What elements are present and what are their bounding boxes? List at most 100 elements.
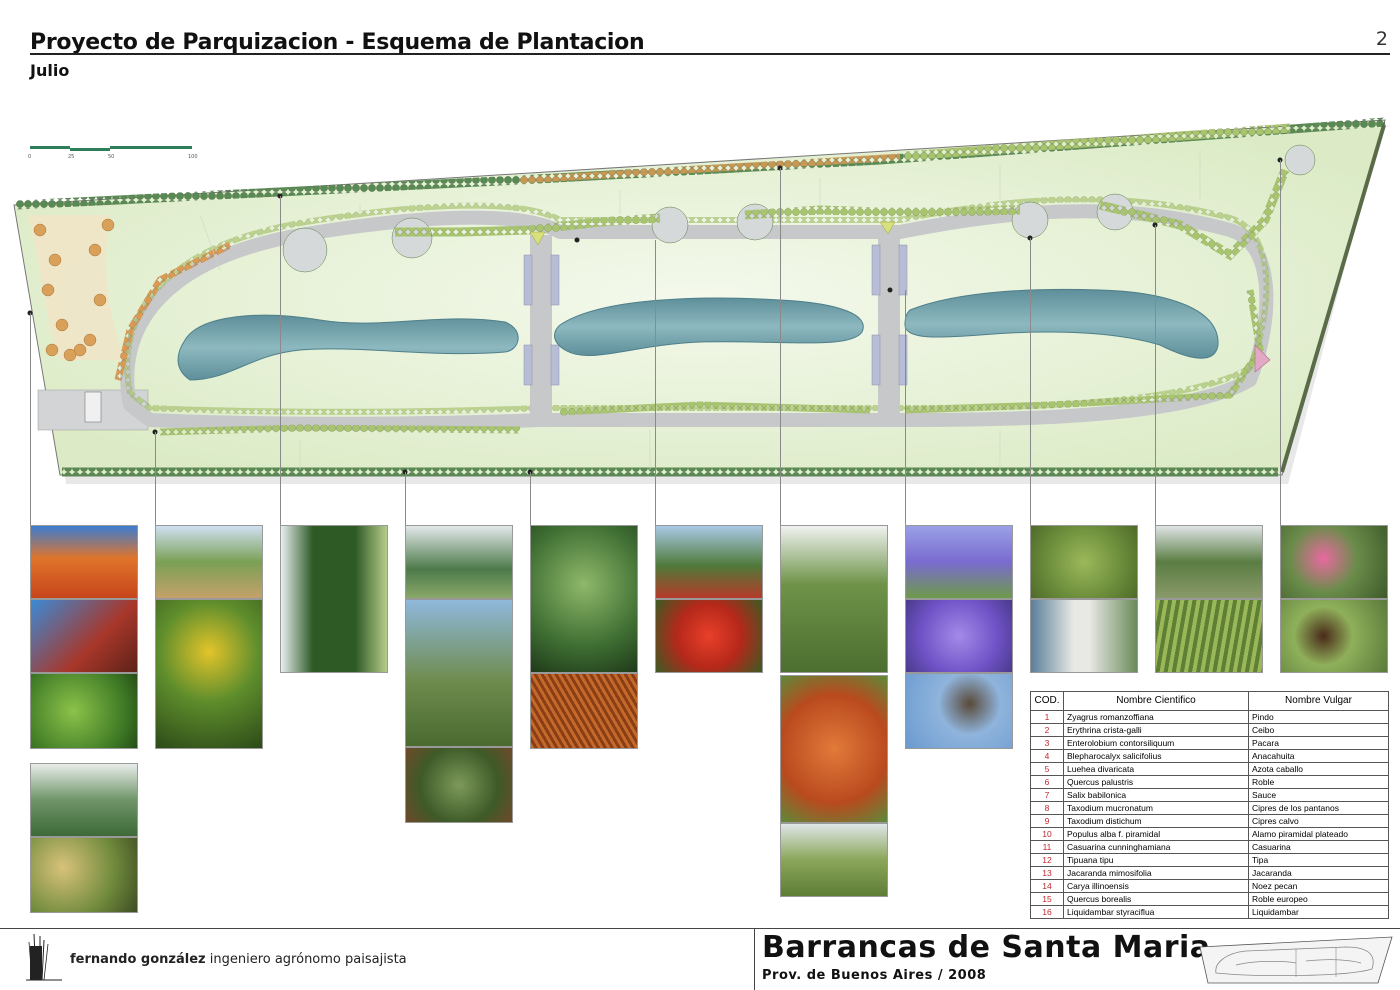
scientific-cell: Taxodium distichum	[1063, 814, 1249, 828]
common-cell: Cipres calvo	[1248, 814, 1389, 828]
scientific-cell: Casuarina cunninghamiana	[1063, 840, 1249, 854]
photo-pecan-trunk	[1030, 599, 1138, 673]
scientific-cell: Erythrina crista-galli	[1063, 723, 1249, 737]
leader-line	[155, 432, 156, 525]
title-rule	[30, 53, 1390, 55]
table-row: 7 Salix babilonica Sauce	[1030, 788, 1389, 802]
table-row: 11 Casuarina cunninghamiana Casuarina	[1030, 840, 1389, 854]
leader-line	[780, 168, 781, 525]
footer-rule	[0, 928, 1400, 929]
photo-yellow-flowers	[155, 599, 263, 749]
common-cell: Roble	[1248, 775, 1389, 789]
photo-bald-cypress-row	[780, 823, 888, 897]
common-cell: Cipres de los pantanos	[1248, 801, 1389, 815]
project-location: Prov. de Buenos Aires / 2008	[762, 968, 987, 983]
table-row: 2 Erythrina crista-galli Ceibo	[1030, 723, 1389, 737]
table-row: 12 Tipuana tipu Tipa	[1030, 853, 1389, 867]
common-cell: Tipa	[1248, 853, 1389, 867]
leader-line	[905, 290, 906, 525]
table-row: 16 Liquidambar styraciflua Liquidambar	[1030, 905, 1389, 919]
photo-casuarina-row	[405, 525, 513, 599]
leader-line	[1030, 238, 1031, 525]
code-cell: 11	[1030, 840, 1064, 854]
table-row: 10 Populus alba f. piramidal Alamo piramid…	[1030, 827, 1389, 841]
table-row: 15 Quercus borealis Roble europeo	[1030, 892, 1389, 906]
leader-line	[280, 196, 281, 525]
key-map-thumbnail	[1199, 936, 1393, 984]
photo-ceibo-tree	[655, 525, 763, 599]
common-cell: Pacara	[1248, 736, 1389, 750]
photo-ceibo-flowers	[655, 599, 763, 673]
col-header-code: COD.	[1030, 691, 1064, 711]
photo-pecan-tree	[1030, 525, 1138, 599]
table-row: 8 Taxodium mucronatum Cipres de los pantan…	[1030, 801, 1389, 815]
table-row: 3 Enterolobium contorsiliquum Pacara	[1030, 736, 1389, 750]
page-number: 2	[1375, 28, 1388, 50]
page-title: Proyecto de Parquizacion - Esquema de Pl…	[30, 30, 645, 55]
scientific-cell: Luehea divaricata	[1063, 762, 1249, 776]
scientific-cell: Salix babilonica	[1063, 788, 1249, 802]
photo-leaf-litter	[30, 837, 138, 913]
photo-pacara-flower	[1280, 525, 1388, 599]
leader-line	[1155, 225, 1156, 525]
common-cell: Noez pecan	[1248, 879, 1389, 893]
photo-palm-fibers	[530, 673, 638, 749]
table-row: 4 Blepharocalyx salicifolius Anacahuita	[1030, 749, 1389, 763]
code-cell: 14	[1030, 879, 1064, 893]
scientific-cell: Zyagrus romanzoffiana	[1063, 710, 1249, 724]
photo-willow-leaves	[1155, 599, 1263, 673]
scale-bar	[30, 146, 192, 151]
photo-jacaranda-flowers	[905, 599, 1013, 673]
common-cell: Ceibo	[1248, 723, 1389, 737]
common-cell: Liquidambar	[1248, 905, 1389, 919]
photo-casuarina-person	[405, 599, 513, 747]
scale-label: 0	[28, 154, 32, 160]
table-row: 1 Zyagrus romanzoffiana Pindo	[1030, 710, 1389, 724]
scale-label: 50	[108, 154, 115, 160]
pond-1	[177, 314, 519, 381]
table-row: 5 Luehea divaricata Azota caballo	[1030, 762, 1389, 776]
leader-line	[530, 472, 531, 525]
pond-3	[904, 288, 1219, 359]
firm-name: fernando gonzález	[70, 952, 206, 967]
leader-line	[405, 472, 406, 525]
scientific-cell: Carya illinoensis	[1063, 879, 1249, 893]
site-plan	[13, 117, 1392, 484]
photo-bald-cypress-autumn	[780, 675, 888, 823]
code-cell: 7	[1030, 788, 1064, 802]
code-cell: 16	[1030, 905, 1064, 919]
scientific-cell: Tipuana tipu	[1063, 853, 1249, 867]
code-cell: 9	[1030, 814, 1064, 828]
scientific-cell: Enterolobium contorsiliquum	[1063, 736, 1249, 750]
page-subtitle: Julio	[30, 61, 70, 80]
code-cell: 13	[1030, 866, 1064, 880]
firm-role: ingeniero agrónomo paisajista	[205, 952, 407, 967]
col-header-scientific: Nombre Cientifico	[1063, 691, 1249, 711]
firm-credit: fernando gonzález ingeniero agrónomo pai…	[70, 952, 407, 967]
photo-willow-row	[1155, 525, 1263, 599]
scale-label: 100	[188, 154, 198, 160]
photo-jacaranda-tree	[905, 525, 1013, 599]
leader-line	[30, 313, 31, 525]
common-cell: Jacaranda	[1248, 866, 1389, 880]
scientific-cell: Jacaranda mimosifolia	[1063, 866, 1249, 880]
photo-jacaranda-pods	[905, 673, 1013, 749]
common-cell: Casuarina	[1248, 840, 1389, 854]
code-cell: 4	[1030, 749, 1064, 763]
code-cell: 10	[1030, 827, 1064, 841]
common-cell: Alamo piramidal plateado	[1248, 827, 1389, 841]
footer-divider	[754, 928, 755, 990]
photo-poplar-trees	[30, 763, 138, 837]
common-cell: Pindo	[1248, 710, 1389, 724]
scale-bar-labels: 0 25 50 100	[28, 154, 198, 162]
code-cell: 6	[1030, 775, 1064, 789]
table-row: 9 Taxodium distichum Cipres calvo	[1030, 814, 1389, 828]
photo-casuarina-needles	[405, 747, 513, 823]
table-header-row: COD. Nombre Cientifico Nombre Vulgar	[1030, 691, 1389, 711]
code-cell: 15	[1030, 892, 1064, 906]
code-cell: 12	[1030, 853, 1064, 867]
photo-bald-cypress-green	[780, 525, 888, 673]
table-row: 14 Carya illinoensis Noez pecan	[1030, 879, 1389, 893]
scientific-cell: Blepharocalyx salicifolius	[1063, 749, 1249, 763]
leader-line	[1280, 160, 1281, 525]
